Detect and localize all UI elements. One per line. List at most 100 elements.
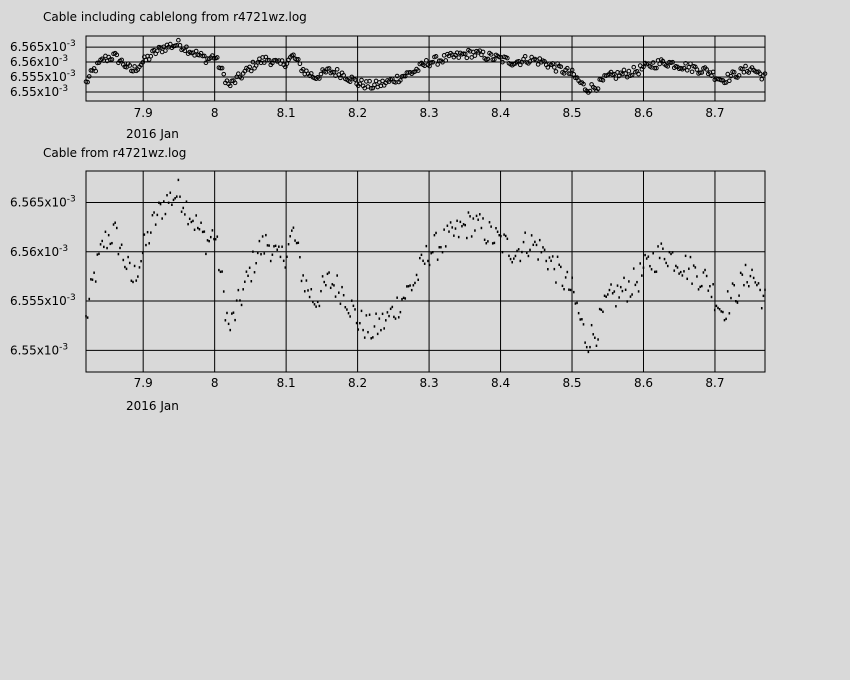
data-point [357, 81, 363, 87]
x-tick-label: 8.1 [277, 376, 296, 390]
data-point [441, 251, 444, 254]
data-point [182, 206, 185, 210]
data-point [553, 267, 556, 271]
data-point [248, 68, 254, 74]
data-point [172, 198, 175, 202]
data-point [159, 202, 162, 206]
data-point [218, 65, 223, 71]
data-point [736, 301, 739, 304]
data-point [456, 55, 462, 60]
data-point [101, 239, 104, 243]
data-point [587, 350, 590, 354]
data-point [725, 71, 731, 77]
data-point [592, 333, 595, 336]
data-point [256, 251, 259, 255]
data-point [151, 214, 154, 217]
data-point [166, 194, 168, 197]
data-point [610, 283, 612, 286]
data-point [112, 223, 115, 226]
data-point [762, 71, 768, 76]
data-point [691, 282, 693, 285]
data-point [435, 62, 440, 67]
data-point [741, 273, 744, 276]
data-point [652, 252, 654, 255]
data-point [603, 294, 606, 297]
data-point [571, 276, 573, 279]
data-point [501, 250, 504, 254]
data-point [106, 246, 108, 250]
data-point [670, 252, 672, 256]
x-tick-label: 8 [211, 376, 219, 390]
data-point [568, 288, 570, 291]
data-point [180, 210, 183, 213]
data-point [148, 242, 151, 245]
x-tick-label: 8.2 [348, 106, 367, 120]
data-point [197, 226, 199, 230]
data-point [571, 72, 577, 77]
data-point [553, 69, 559, 74]
data-point [478, 213, 481, 216]
data-point [584, 341, 586, 344]
data-point [354, 308, 356, 311]
data-point [300, 279, 303, 283]
data-point [457, 235, 460, 239]
x-tick-label: 8.2 [348, 376, 367, 390]
data-point [336, 274, 338, 277]
data-point [577, 311, 580, 315]
data-point [493, 241, 496, 245]
data-point [252, 250, 254, 253]
data-point [260, 253, 262, 256]
data-point [517, 248, 520, 251]
data-point [474, 229, 476, 232]
data-point [642, 266, 645, 269]
data-point [631, 293, 633, 296]
data-point [315, 305, 317, 308]
data-point [650, 60, 656, 65]
data-point [730, 296, 732, 300]
data-point [670, 59, 675, 65]
data-point [153, 211, 155, 214]
date-label: 2016 Jan [126, 399, 179, 413]
data-point [558, 64, 564, 69]
data-point [686, 277, 689, 281]
data-point [555, 281, 557, 284]
data-point [621, 289, 624, 293]
data-point [132, 64, 137, 69]
data-point [425, 244, 428, 248]
data-point [86, 74, 92, 79]
data-point [359, 77, 364, 83]
data-point [401, 297, 403, 301]
data-point [323, 280, 326, 284]
data-point [219, 270, 222, 274]
data-point [232, 80, 238, 86]
data-point [334, 66, 340, 72]
data-point [365, 84, 371, 89]
data-point [694, 266, 697, 269]
data-points [85, 178, 766, 354]
data-point [511, 261, 513, 264]
y-tick-label: 6.565x10-3 [10, 195, 76, 210]
data-point [406, 285, 408, 288]
data-point [119, 246, 121, 250]
data-point [624, 288, 627, 291]
data-point [284, 266, 287, 269]
data-point [749, 274, 752, 278]
data-point [470, 235, 473, 238]
data-point [572, 290, 575, 294]
data-point [598, 307, 601, 311]
data-point [427, 63, 432, 69]
data-point [393, 315, 395, 319]
data-point [104, 230, 107, 234]
data-point [492, 57, 497, 62]
data-point [316, 300, 319, 304]
data-point [700, 284, 703, 288]
data-point [451, 226, 454, 229]
data-point [284, 61, 290, 66]
data-point [294, 57, 299, 62]
data-point [503, 233, 505, 236]
data-point [743, 283, 745, 287]
data-point [699, 70, 705, 75]
data-point [649, 264, 651, 268]
data-point [684, 254, 687, 258]
data-point [448, 230, 450, 233]
